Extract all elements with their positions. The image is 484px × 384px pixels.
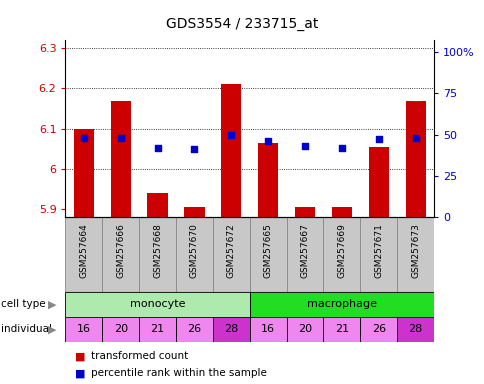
- Bar: [74, 129, 94, 217]
- Text: 28: 28: [408, 324, 422, 334]
- Text: cell type: cell type: [1, 299, 45, 310]
- Text: GSM257672: GSM257672: [227, 223, 235, 278]
- Bar: [102, 217, 139, 292]
- Text: GDS3554 / 233715_at: GDS3554 / 233715_at: [166, 17, 318, 31]
- Point: [337, 145, 345, 151]
- Text: macrophage: macrophage: [306, 299, 376, 310]
- Bar: [396, 317, 433, 342]
- Bar: [212, 317, 249, 342]
- Bar: [294, 207, 315, 217]
- Point: [227, 131, 235, 137]
- Text: 26: 26: [371, 324, 385, 334]
- Text: 21: 21: [150, 324, 165, 334]
- Text: transformed count: transformed count: [91, 351, 188, 361]
- Text: ▶: ▶: [47, 324, 56, 334]
- Text: ▶: ▶: [47, 299, 56, 310]
- Point: [117, 135, 124, 141]
- Text: GSM257668: GSM257668: [153, 223, 162, 278]
- Text: ■: ■: [75, 351, 86, 361]
- Point: [301, 143, 308, 149]
- Bar: [249, 292, 433, 317]
- Bar: [65, 217, 102, 292]
- Text: 28: 28: [224, 324, 238, 334]
- Text: GSM257666: GSM257666: [116, 223, 125, 278]
- Bar: [249, 317, 286, 342]
- Bar: [323, 217, 360, 292]
- Bar: [331, 207, 351, 217]
- Bar: [368, 147, 388, 217]
- Bar: [360, 217, 396, 292]
- Bar: [212, 217, 249, 292]
- Text: GSM257670: GSM257670: [190, 223, 198, 278]
- Bar: [221, 84, 241, 217]
- Text: 21: 21: [334, 324, 348, 334]
- Bar: [323, 317, 360, 342]
- Text: 16: 16: [261, 324, 274, 334]
- Text: 20: 20: [113, 324, 128, 334]
- Point: [153, 145, 161, 151]
- Bar: [65, 292, 249, 317]
- Point: [374, 136, 382, 142]
- Bar: [176, 317, 212, 342]
- Bar: [65, 317, 102, 342]
- Text: GSM257667: GSM257667: [300, 223, 309, 278]
- Text: 16: 16: [77, 324, 91, 334]
- Text: GSM257665: GSM257665: [263, 223, 272, 278]
- Bar: [286, 217, 323, 292]
- Bar: [396, 217, 433, 292]
- Text: GSM257664: GSM257664: [79, 223, 88, 278]
- Text: ■: ■: [75, 368, 86, 378]
- Bar: [360, 317, 396, 342]
- Text: individual: individual: [1, 324, 52, 334]
- Bar: [405, 101, 425, 217]
- Bar: [184, 207, 204, 217]
- Point: [80, 135, 88, 141]
- Text: percentile rank within the sample: percentile rank within the sample: [91, 368, 266, 378]
- Text: 26: 26: [187, 324, 201, 334]
- Text: GSM257669: GSM257669: [337, 223, 346, 278]
- Bar: [139, 317, 176, 342]
- Bar: [147, 193, 167, 217]
- Point: [190, 146, 198, 152]
- Bar: [286, 317, 323, 342]
- Bar: [139, 217, 176, 292]
- Point: [411, 135, 419, 141]
- Text: 20: 20: [297, 324, 312, 334]
- Bar: [176, 217, 212, 292]
- Text: GSM257671: GSM257671: [374, 223, 382, 278]
- Bar: [249, 217, 286, 292]
- Bar: [110, 101, 131, 217]
- Bar: [257, 143, 278, 217]
- Point: [264, 138, 272, 144]
- Text: GSM257673: GSM257673: [410, 223, 419, 278]
- Bar: [102, 317, 139, 342]
- Text: monocyte: monocyte: [130, 299, 185, 310]
